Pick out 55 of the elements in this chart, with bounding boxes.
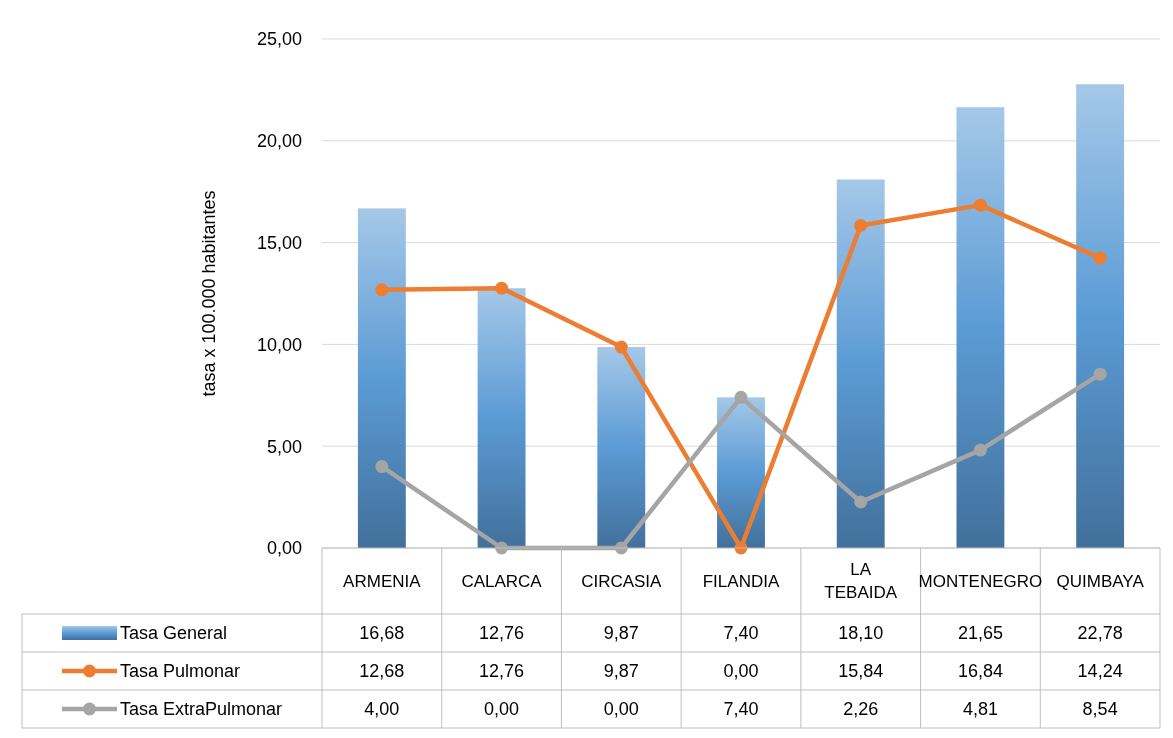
- data-label: 12,76: [479, 623, 525, 644]
- bar: [357, 208, 406, 548]
- data-label: 14,24: [1077, 661, 1123, 682]
- point: [1093, 367, 1107, 381]
- data-label: 7,40: [723, 623, 759, 644]
- bar: [597, 347, 646, 548]
- point: [854, 219, 868, 232]
- data-label: 9,87: [603, 623, 639, 644]
- y-tick-label: 10,00: [256, 334, 302, 355]
- data-label: 18,10: [838, 623, 884, 644]
- bar: [956, 107, 1005, 548]
- data-label: 4,81: [962, 699, 998, 720]
- x-tick-label: CIRCASIA: [581, 571, 663, 591]
- x-tick-label: CALARCA: [461, 571, 543, 591]
- data-label: 8,54: [1082, 699, 1118, 720]
- data-label: 4,00: [364, 699, 400, 720]
- point: [495, 281, 509, 295]
- data-label: 21,65: [957, 623, 1003, 644]
- point: [375, 460, 389, 474]
- data-label: 12,68: [359, 661, 405, 682]
- point: [375, 283, 389, 297]
- y-axis-title: tasa x 100.000 habitantes: [199, 190, 219, 397]
- point: [614, 340, 628, 354]
- bar: [477, 288, 526, 548]
- point: [973, 443, 987, 457]
- data-label: 7,40: [723, 699, 759, 720]
- y-tick-label: 0,00: [266, 538, 302, 559]
- x-tick-label: FILANDIA: [702, 571, 780, 591]
- point: [973, 198, 987, 212]
- x-tick-label: ARMENIA: [343, 571, 422, 591]
- x-tick-label: QUIMBAYA: [1056, 571, 1145, 591]
- y-tick-label: 5,00: [266, 436, 302, 457]
- data-label: 16,68: [359, 623, 405, 644]
- x-tick-label: LA TEBAIDA: [824, 559, 898, 602]
- legend-label: Tasa General: [120, 623, 228, 644]
- data-label: 0,00: [603, 699, 639, 720]
- data-label: 0,00: [723, 661, 759, 682]
- bar: [836, 179, 885, 548]
- data-label: 0,00: [484, 699, 520, 720]
- legend-label: Tasa ExtraPulmonar: [120, 699, 283, 720]
- data-label: 22,78: [1077, 623, 1123, 644]
- data-label: 15,84: [838, 661, 884, 682]
- point: [1093, 251, 1107, 265]
- point: [734, 390, 748, 404]
- y-tick-label: 20,00: [256, 131, 302, 152]
- point: [854, 495, 868, 509]
- data-label: 12,76: [479, 661, 525, 682]
- data-label: 9,87: [603, 661, 639, 682]
- y-tick-label: 25,00: [256, 29, 302, 50]
- legend-label: Tasa Pulmonar: [120, 661, 241, 682]
- data-label: 16,84: [957, 661, 1003, 682]
- bar: [1076, 84, 1125, 548]
- y-tick-label: 15,00: [256, 232, 302, 253]
- x-tick-label: MONTENEGRO: [918, 571, 1043, 591]
- data-label: 2,26: [843, 699, 879, 720]
